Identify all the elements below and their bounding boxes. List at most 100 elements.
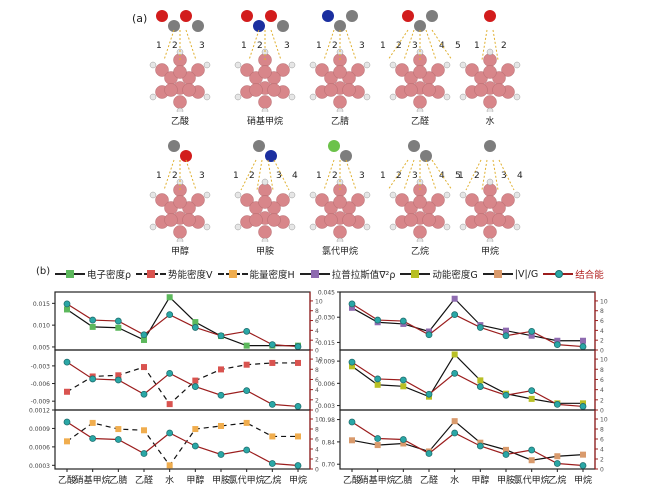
hydrogen-atom — [443, 61, 451, 69]
boron-atom — [474, 83, 488, 97]
atom-o — [156, 10, 168, 22]
data-point-binding-energy — [451, 369, 459, 377]
legend-label: 势能密度V — [168, 270, 213, 281]
bond-path-label: 5 — [455, 171, 461, 181]
hydrogen-atom — [149, 191, 157, 199]
data-point-binding-energy — [89, 435, 97, 442]
data-point-binding-energy — [399, 317, 407, 325]
boron-atom — [483, 95, 497, 109]
boron-atom — [483, 65, 497, 79]
hydrogen-atom — [203, 191, 211, 199]
bond-path-label: 1 — [156, 171, 162, 181]
legend-label: 能量密度H — [249, 270, 295, 281]
x-tick-label: 乙腈 — [394, 474, 412, 486]
y-tick-label-right: 8 — [315, 308, 319, 315]
molecule-label: 氯代甲烷 — [321, 247, 358, 257]
interaction-line — [185, 159, 197, 191]
boron-atom — [351, 193, 365, 207]
y-tick-label-right: 2 — [600, 338, 604, 345]
bond-path-label: 3 — [199, 171, 205, 181]
x-tick-label: 乙醛 — [135, 474, 153, 486]
bond-path-label: 4 — [439, 41, 445, 51]
hydrogen-atom — [363, 61, 371, 69]
hydrogen-atom — [416, 107, 424, 115]
hydrogen-atom — [513, 61, 521, 69]
data-point — [528, 457, 535, 464]
data-point-binding-energy — [217, 332, 225, 340]
hydrogen-atom — [309, 223, 317, 231]
legend-swatch-icon — [543, 269, 574, 279]
x-tick-label: 乙腈 — [109, 474, 127, 486]
series-line — [66, 361, 299, 408]
boron-atom — [258, 95, 272, 109]
legend-swatch-icon — [217, 269, 248, 279]
molecule-label: 甲烷 — [480, 247, 499, 257]
data-point-binding-energy — [579, 403, 587, 410]
atom-o — [180, 10, 192, 22]
y-tick-label-right: 4 — [315, 387, 319, 394]
atom-c — [340, 150, 352, 162]
bond-path-label: 2 — [332, 41, 338, 51]
data-point — [89, 323, 96, 330]
data-point — [218, 366, 224, 373]
data-point-binding-energy — [191, 383, 199, 390]
interaction-line — [492, 159, 499, 191]
interaction-line — [270, 29, 282, 61]
hydrogen-atom — [389, 191, 397, 199]
hydrogen-atom — [288, 93, 296, 101]
molecule-6: 1 2 3 甲醇 — [135, 132, 225, 257]
atom-c — [168, 20, 180, 32]
data-point-binding-energy — [294, 403, 302, 410]
y-tick-label-right: 10 — [315, 298, 323, 305]
bond-path-label: 2 — [396, 41, 402, 51]
boron-atom — [155, 63, 169, 77]
data-point-binding-energy — [217, 451, 225, 458]
atom-c — [408, 140, 420, 152]
legend-item: |V|/G — [482, 269, 538, 280]
hydrogen-atom — [261, 107, 269, 115]
x-tick-label: 甲烷 — [289, 474, 307, 486]
data-point-binding-energy — [348, 418, 356, 426]
data-point-binding-energy — [451, 429, 459, 437]
data-point — [451, 295, 458, 302]
hydrogen-atom — [443, 93, 451, 101]
data-point-binding-energy — [374, 435, 382, 442]
data-point — [349, 363, 355, 370]
data-point — [192, 319, 199, 326]
interaction-line — [492, 29, 499, 61]
boron-atom — [483, 195, 497, 209]
interaction-line — [185, 29, 197, 61]
y-tick-label-right: 6 — [315, 318, 319, 325]
boron-atom — [422, 83, 436, 97]
atom-o — [180, 150, 192, 162]
panel-b-tag: (b) — [36, 266, 51, 277]
y-tick-label-right: 8 — [600, 308, 604, 315]
boron-atom — [267, 83, 281, 97]
data-point — [580, 451, 586, 458]
boron-atom — [164, 83, 178, 97]
boron-atom — [182, 83, 196, 97]
y-tick-label-left: 0.70 — [322, 462, 336, 469]
y-tick-label-right: 10 — [600, 357, 608, 364]
boron-atom — [501, 63, 515, 77]
boron-atom — [258, 65, 272, 79]
hydrogen-atom — [288, 223, 296, 231]
legend-swatch-icon — [136, 269, 167, 279]
y-tick-label-right: 10 — [600, 298, 608, 305]
bond-path-label: 1 — [380, 171, 386, 181]
y-tick-label-left: 0.010 — [33, 323, 50, 330]
atom-o — [265, 10, 277, 22]
data-point — [269, 359, 276, 366]
legend-swatch-icon — [299, 269, 330, 279]
molecule-label: 乙烷 — [410, 247, 429, 257]
series-line — [66, 362, 298, 406]
molecule-8: 1 2 3 氯代甲烷 — [295, 132, 385, 257]
atom-n — [322, 10, 334, 22]
data-point — [166, 462, 173, 469]
interaction-line — [465, 159, 482, 191]
data-point-binding-energy — [191, 324, 199, 331]
